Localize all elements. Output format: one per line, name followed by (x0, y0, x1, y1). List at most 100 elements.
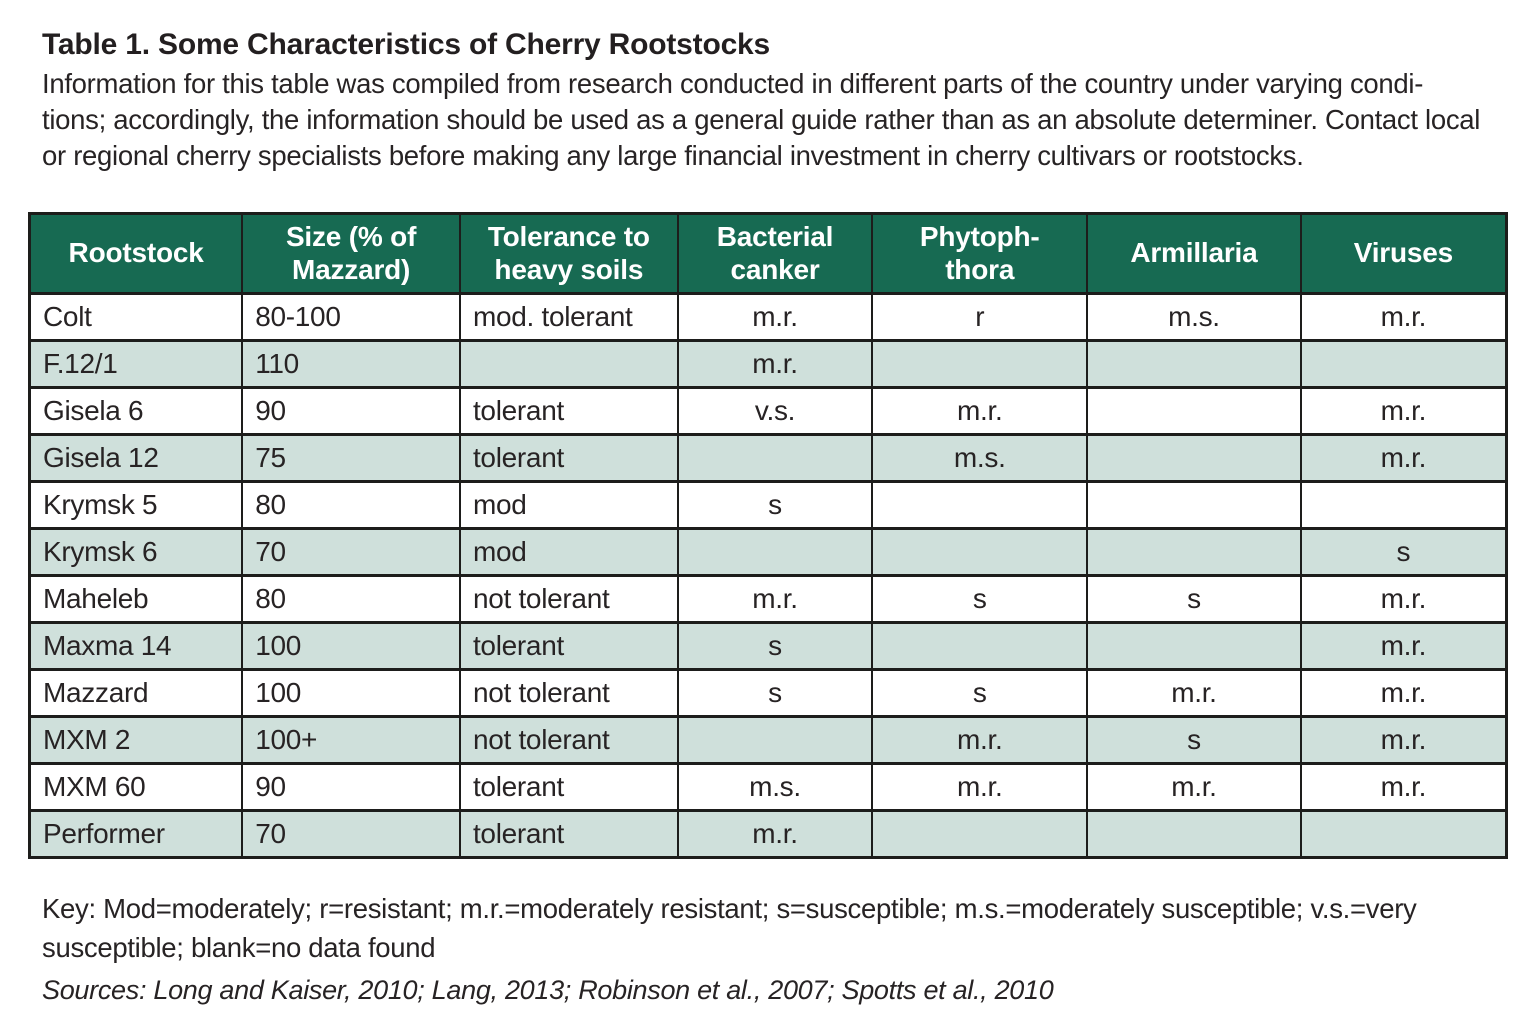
rootstock-name-cell: MXM 60 (28, 762, 244, 812)
table-row: Performer 70 tolerant m.r. (28, 809, 1508, 859)
cell (871, 339, 1089, 389)
cell: not tolerant (458, 574, 679, 624)
cell: m.r. (1299, 574, 1508, 624)
cell: m.r. (1086, 668, 1302, 718)
cell (871, 809, 1089, 859)
cell (458, 339, 679, 389)
cell: tolerant (458, 621, 679, 671)
table-row: MXM 2 100+ not tolerant m.r. s m.r. (28, 715, 1508, 765)
cell: m.r. (1299, 292, 1508, 342)
cell (1086, 433, 1302, 483)
rootstock-name-cell: Maheleb (28, 574, 244, 624)
cell: tolerant (458, 386, 679, 436)
cell: not tolerant (458, 715, 679, 765)
text-line: Information for this table was compiled … (42, 68, 1424, 99)
cell (676, 715, 874, 765)
cell: m.s. (871, 433, 1089, 483)
rootstock-name-cell: Mazzard (28, 668, 244, 718)
cell (871, 527, 1089, 577)
cell: m.s. (1086, 292, 1302, 342)
cell (1086, 809, 1302, 859)
cell: m.r. (871, 715, 1089, 765)
cell: tolerant (458, 809, 679, 859)
rootstock-name-cell: Krymsk 6 (28, 527, 244, 577)
column-header-size-of-mazzard: Size (% of Mazzard) (241, 212, 461, 295)
cell: s (1086, 574, 1302, 624)
cell (1086, 621, 1302, 671)
cell: m.r. (1299, 762, 1508, 812)
cell: s (676, 480, 874, 530)
cell: 80 (241, 480, 461, 530)
table-row: Maxma 14 100 tolerant s m.r. (28, 621, 1508, 671)
text-line: tions; accordingly, the information shou… (42, 104, 1481, 135)
cell: mod (458, 480, 679, 530)
cell: m.r. (1299, 715, 1508, 765)
table-row: Colt 80-100 mod. tolerant m.r. r m.s. m.r. (28, 292, 1508, 342)
cell (1086, 527, 1302, 577)
cell: 90 (241, 762, 461, 812)
cell: m.r. (676, 574, 874, 624)
cell: m.r. (871, 762, 1089, 812)
cell: mod (458, 527, 679, 577)
cell: tolerant (458, 433, 679, 483)
cell: m.r. (676, 339, 874, 389)
key-note: Key: Mod=moderately; r=resistant; m.r.=m… (42, 889, 1508, 967)
cell (1299, 339, 1508, 389)
cell: not tolerant (458, 668, 679, 718)
cell: 70 (241, 809, 461, 859)
rootstock-name-cell: Gisela 6 (28, 386, 244, 436)
column-header-tolerance-to-heavy-soils: Tolerance to heavy soils (458, 212, 679, 295)
cell: 80 (241, 574, 461, 624)
cell: s (1086, 715, 1302, 765)
cell: m.s. (676, 762, 874, 812)
cell: v.s. (676, 386, 874, 436)
table-row: Krymsk 5 80 mod s (28, 480, 1508, 530)
sources-note: Sources: Long and Kaiser, 2010; Lang, 20… (42, 975, 1054, 1005)
rootstock-name-cell: Krymsk 5 (28, 480, 244, 530)
cell: 100 (241, 621, 461, 671)
table-row: MXM 60 90 tolerant m.s. m.r. m.r. m.r. (28, 762, 1508, 812)
table-row: Krymsk 6 70 mod s (28, 527, 1508, 577)
table-row: Gisela 12 75 tolerant m.s. m.r. (28, 433, 1508, 483)
rootstock-characteristics-table: Rootstock Size (% of Mazzard) Tolerance to… (28, 212, 1508, 859)
rootstock-name-cell: F.12/1 (28, 339, 244, 389)
cell: m.r. (1299, 386, 1508, 436)
text-line: or regional cherry specialists before ma… (42, 140, 1304, 171)
cell: m.r. (676, 809, 874, 859)
cell: s (871, 574, 1089, 624)
cell: s (1299, 527, 1508, 577)
cell: s (676, 621, 874, 671)
header-row: Rootstock Size (% of Mazzard) Tolerance to… (28, 212, 1508, 295)
cell (1299, 809, 1508, 859)
cell (676, 527, 874, 577)
cell: 100 (241, 668, 461, 718)
cell: m.r. (1299, 621, 1508, 671)
cell: m.r. (871, 386, 1089, 436)
cell: 80-100 (241, 292, 461, 342)
cell: s (676, 668, 874, 718)
table-body: Colt 80-100 mod. tolerant m.r. r m.s. m.r. F.12… (28, 292, 1508, 859)
table-row: Gisela 6 90 tolerant v.s. m.r. m.r. (28, 386, 1508, 436)
cell: m.r. (1299, 433, 1508, 483)
rootstock-name-cell: Performer (28, 809, 244, 859)
column-header-viruses: Viruses (1299, 212, 1508, 295)
cell (1086, 480, 1302, 530)
cell: 90 (241, 386, 461, 436)
cell (1086, 339, 1302, 389)
cell: 100+ (241, 715, 461, 765)
rootstock-name-cell: Maxma 14 (28, 621, 244, 671)
column-header-armillaria: Armillaria (1086, 212, 1302, 295)
cell: mod. tolerant (458, 292, 679, 342)
table-header: Rootstock Size (% of Mazzard) Tolerance to… (28, 212, 1508, 295)
cell: m.r. (1086, 762, 1302, 812)
column-header-bacterial-canker: Bacterial canker (676, 212, 874, 295)
text-line: Key: Mod=moderately; r=resistant; m.r.=m… (42, 893, 1417, 924)
cell: 70 (241, 527, 461, 577)
cell: m.r. (1299, 668, 1508, 718)
cell: 75 (241, 433, 461, 483)
cell (1086, 386, 1302, 436)
table-title: Table 1. Some Characteristics of Cherry … (42, 28, 771, 61)
table-row: Maheleb 80 not tolerant m.r. s s m.r. (28, 574, 1508, 624)
cell (1299, 480, 1508, 530)
